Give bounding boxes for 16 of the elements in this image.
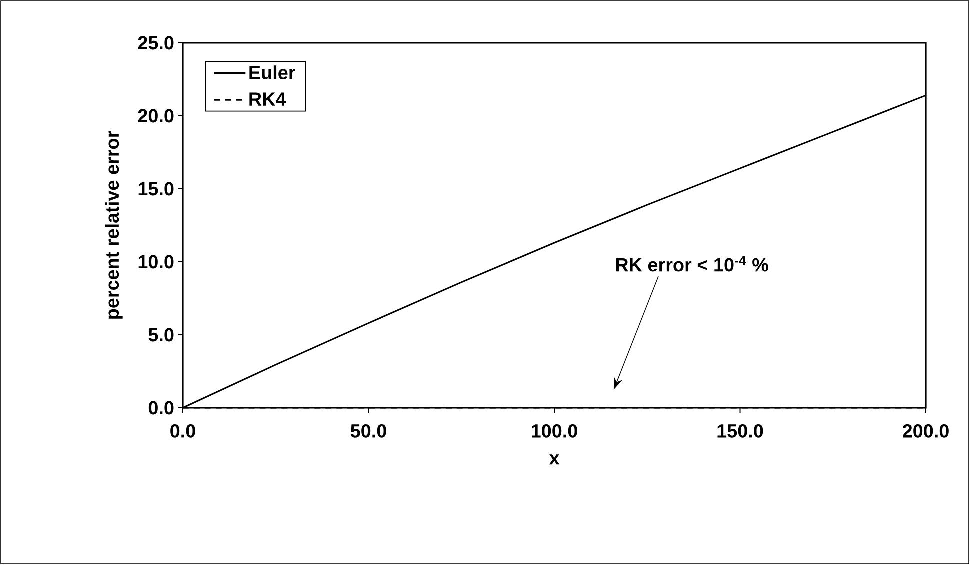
x-tick-label: 150.0 <box>718 424 764 438</box>
x-axis-title: x <box>549 454 560 465</box>
y-tick-label: 5.0 <box>148 328 174 342</box>
legend-label: RK4 <box>250 92 286 106</box>
y-tick-label: 25.0 <box>138 36 174 50</box>
y-tick-label: 10.0 <box>138 255 174 269</box>
y-tick-label: 20.0 <box>138 109 174 123</box>
y-tick-label: 15.0 <box>138 182 174 196</box>
x-tick-label: 200.0 <box>902 424 949 438</box>
x-tick-label: 50.0 <box>350 424 386 438</box>
annotation: RK error < 10$^{-4}$ % <box>616 256 768 272</box>
x-tick-label: 100.0 <box>532 424 578 438</box>
legend-label: Euler <box>250 66 296 80</box>
x-tick-label: 0.0 <box>170 424 196 438</box>
y-axis-title: percent relative error <box>105 131 123 319</box>
y-tick-label: 0.0 <box>148 401 174 415</box>
